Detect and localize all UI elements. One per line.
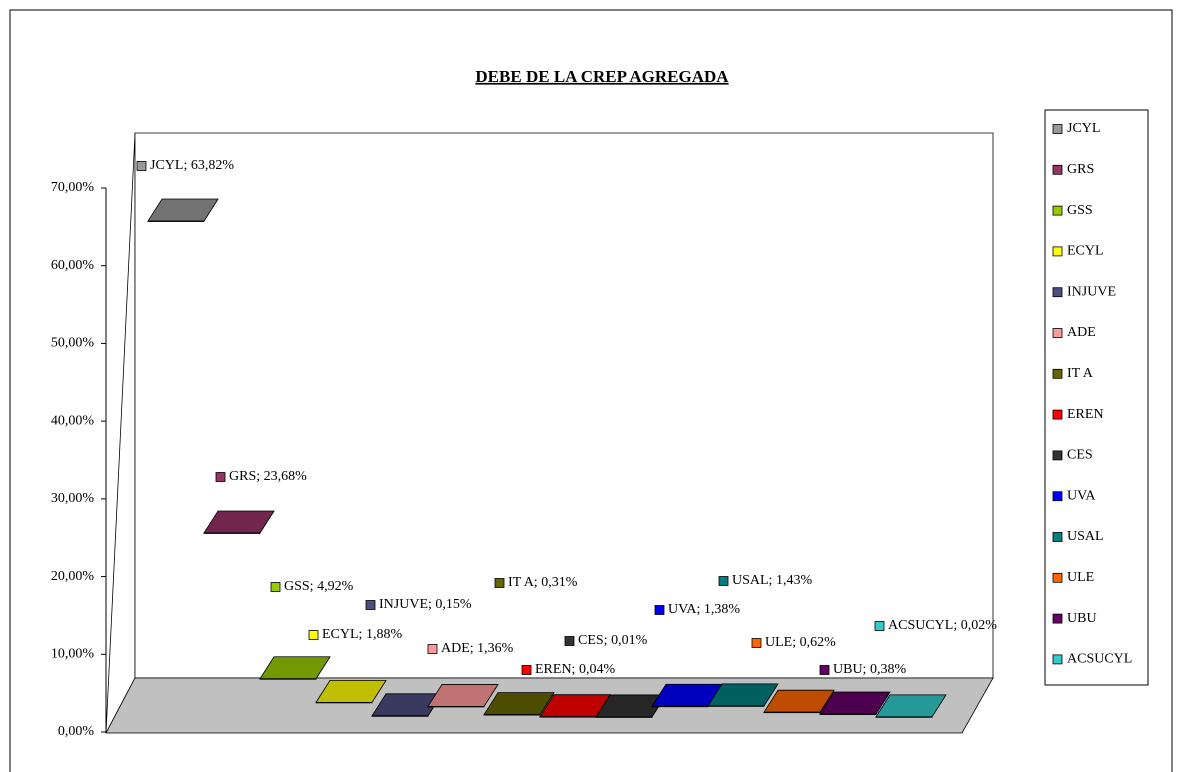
data-label: ACSUCYL; 0,02% bbox=[888, 618, 997, 633]
legend-swatch bbox=[1052, 246, 1063, 257]
legend-swatch bbox=[1052, 205, 1063, 216]
data-label: GRS; 23,68% bbox=[229, 469, 307, 484]
legend-label: UBU bbox=[1067, 611, 1097, 626]
data-label: CES; 0,01% bbox=[578, 633, 648, 648]
bar bbox=[819, 691, 891, 715]
data-label: GSS; 4,92% bbox=[284, 579, 354, 594]
data-label: EREN; 0,04% bbox=[535, 662, 615, 677]
legend-label: UVA bbox=[1067, 488, 1096, 503]
data-label-key bbox=[270, 582, 281, 592]
y-tick-label: 30,00% bbox=[51, 491, 95, 506]
data-label-key bbox=[718, 576, 729, 586]
y-tick-label: 50,00% bbox=[51, 336, 95, 351]
bar bbox=[259, 656, 331, 680]
bar-front bbox=[147, 220, 205, 222]
data-label: UBU; 0,38% bbox=[833, 662, 906, 677]
bar-front bbox=[203, 532, 261, 534]
bar-front bbox=[819, 713, 877, 715]
bar bbox=[483, 692, 555, 716]
data-label: ULE; 0,62% bbox=[765, 635, 836, 650]
data-label-key bbox=[308, 630, 319, 640]
legend-label: INJUVE bbox=[1067, 284, 1116, 299]
legend-swatch bbox=[1052, 572, 1063, 583]
data-label-key bbox=[751, 638, 762, 648]
bar bbox=[595, 694, 667, 718]
back-wall bbox=[134, 132, 994, 679]
chart-title: DEBE DE LA CREP AGREGADA bbox=[475, 67, 729, 86]
legend bbox=[1044, 109, 1149, 686]
y-tick-label: 70,00% bbox=[51, 180, 95, 195]
bar bbox=[763, 689, 835, 714]
chart-border bbox=[9, 9, 1173, 772]
data-label-key bbox=[521, 665, 532, 675]
bar-front bbox=[763, 711, 821, 714]
legend-label: CES bbox=[1067, 448, 1093, 463]
legend-swatch bbox=[1052, 368, 1063, 379]
bar-front bbox=[483, 714, 541, 716]
bar-front bbox=[707, 705, 765, 707]
data-label-key bbox=[365, 600, 376, 610]
data-label: INJUVE; 0,15% bbox=[379, 597, 472, 612]
bar-front bbox=[875, 716, 933, 718]
data-label: ECYL; 1,88% bbox=[322, 627, 402, 642]
bar bbox=[315, 679, 387, 704]
legend-label: GRS bbox=[1067, 162, 1094, 177]
legend-swatch bbox=[1052, 124, 1063, 134]
data-label-key bbox=[874, 621, 885, 631]
legend-label: JCYL bbox=[1067, 121, 1100, 136]
legend-swatch bbox=[1052, 613, 1063, 624]
bar-front bbox=[595, 716, 653, 718]
data-label: JCYL; 63,82% bbox=[150, 158, 234, 173]
bar bbox=[707, 683, 779, 707]
data-label-key bbox=[819, 665, 830, 675]
legend-label: ULE bbox=[1067, 570, 1094, 585]
bar-front bbox=[371, 715, 429, 717]
legend-swatch bbox=[1052, 287, 1063, 298]
legend-label: EREN bbox=[1067, 407, 1104, 422]
legend-label: GSS bbox=[1067, 203, 1093, 218]
y-tick-label: 0,00% bbox=[58, 724, 95, 739]
legend-label: ACSUCYL bbox=[1067, 652, 1132, 667]
data-label: UVA; 1,38% bbox=[668, 602, 740, 617]
data-label: IT A; 0,31% bbox=[508, 575, 578, 590]
data-label-key bbox=[427, 644, 438, 654]
data-label-key bbox=[654, 605, 665, 615]
bar bbox=[427, 684, 499, 708]
y-tick-label: 10,00% bbox=[51, 647, 95, 662]
data-label: ADE; 1,36% bbox=[441, 641, 514, 656]
legend-label: IT A bbox=[1067, 366, 1094, 381]
bar-front bbox=[315, 701, 373, 704]
data-label: USAL; 1,43% bbox=[732, 573, 812, 588]
legend-label: ADE bbox=[1067, 325, 1096, 340]
bar bbox=[203, 510, 275, 534]
bar-front bbox=[259, 678, 317, 680]
legend-swatch bbox=[1052, 164, 1063, 175]
bar-front bbox=[651, 705, 709, 708]
bar-front bbox=[427, 706, 485, 708]
legend-swatch bbox=[1052, 654, 1063, 665]
bar-front bbox=[539, 716, 597, 718]
legend-swatch bbox=[1052, 409, 1063, 420]
legend-swatch bbox=[1052, 450, 1063, 461]
data-label-key bbox=[564, 636, 575, 646]
y-tick-label: 40,00% bbox=[51, 413, 95, 428]
left-wall bbox=[105, 132, 136, 734]
legend-swatch bbox=[1052, 532, 1063, 542]
y-tick-label: 20,00% bbox=[51, 569, 95, 584]
data-label-key bbox=[136, 161, 147, 171]
legend-label: USAL bbox=[1067, 529, 1104, 544]
data-label-key bbox=[494, 578, 505, 588]
bar bbox=[875, 694, 947, 718]
y-tick-label: 60,00% bbox=[51, 258, 95, 273]
data-label-key bbox=[215, 472, 226, 482]
legend-swatch bbox=[1052, 491, 1063, 502]
legend-swatch bbox=[1052, 328, 1063, 338]
bar bbox=[147, 198, 219, 222]
legend-label: ECYL bbox=[1067, 244, 1104, 259]
